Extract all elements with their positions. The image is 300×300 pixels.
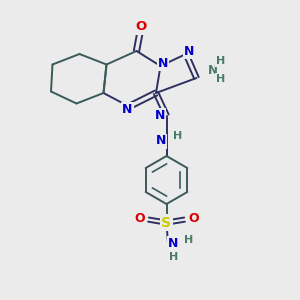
Text: H: H <box>169 252 178 262</box>
Text: H: H <box>216 74 225 84</box>
Text: N: N <box>184 44 194 58</box>
Text: N: N <box>168 237 178 250</box>
Text: H: H <box>184 235 194 245</box>
Text: N: N <box>158 56 168 70</box>
Text: N: N <box>208 64 218 77</box>
Text: O: O <box>134 212 145 225</box>
Text: O: O <box>188 212 199 225</box>
Text: O: O <box>135 20 147 34</box>
Text: N: N <box>122 103 133 116</box>
Text: H: H <box>216 56 225 67</box>
Text: N: N <box>156 134 166 148</box>
Text: S: S <box>161 216 172 230</box>
Text: H: H <box>173 130 182 141</box>
Text: N: N <box>155 109 165 122</box>
